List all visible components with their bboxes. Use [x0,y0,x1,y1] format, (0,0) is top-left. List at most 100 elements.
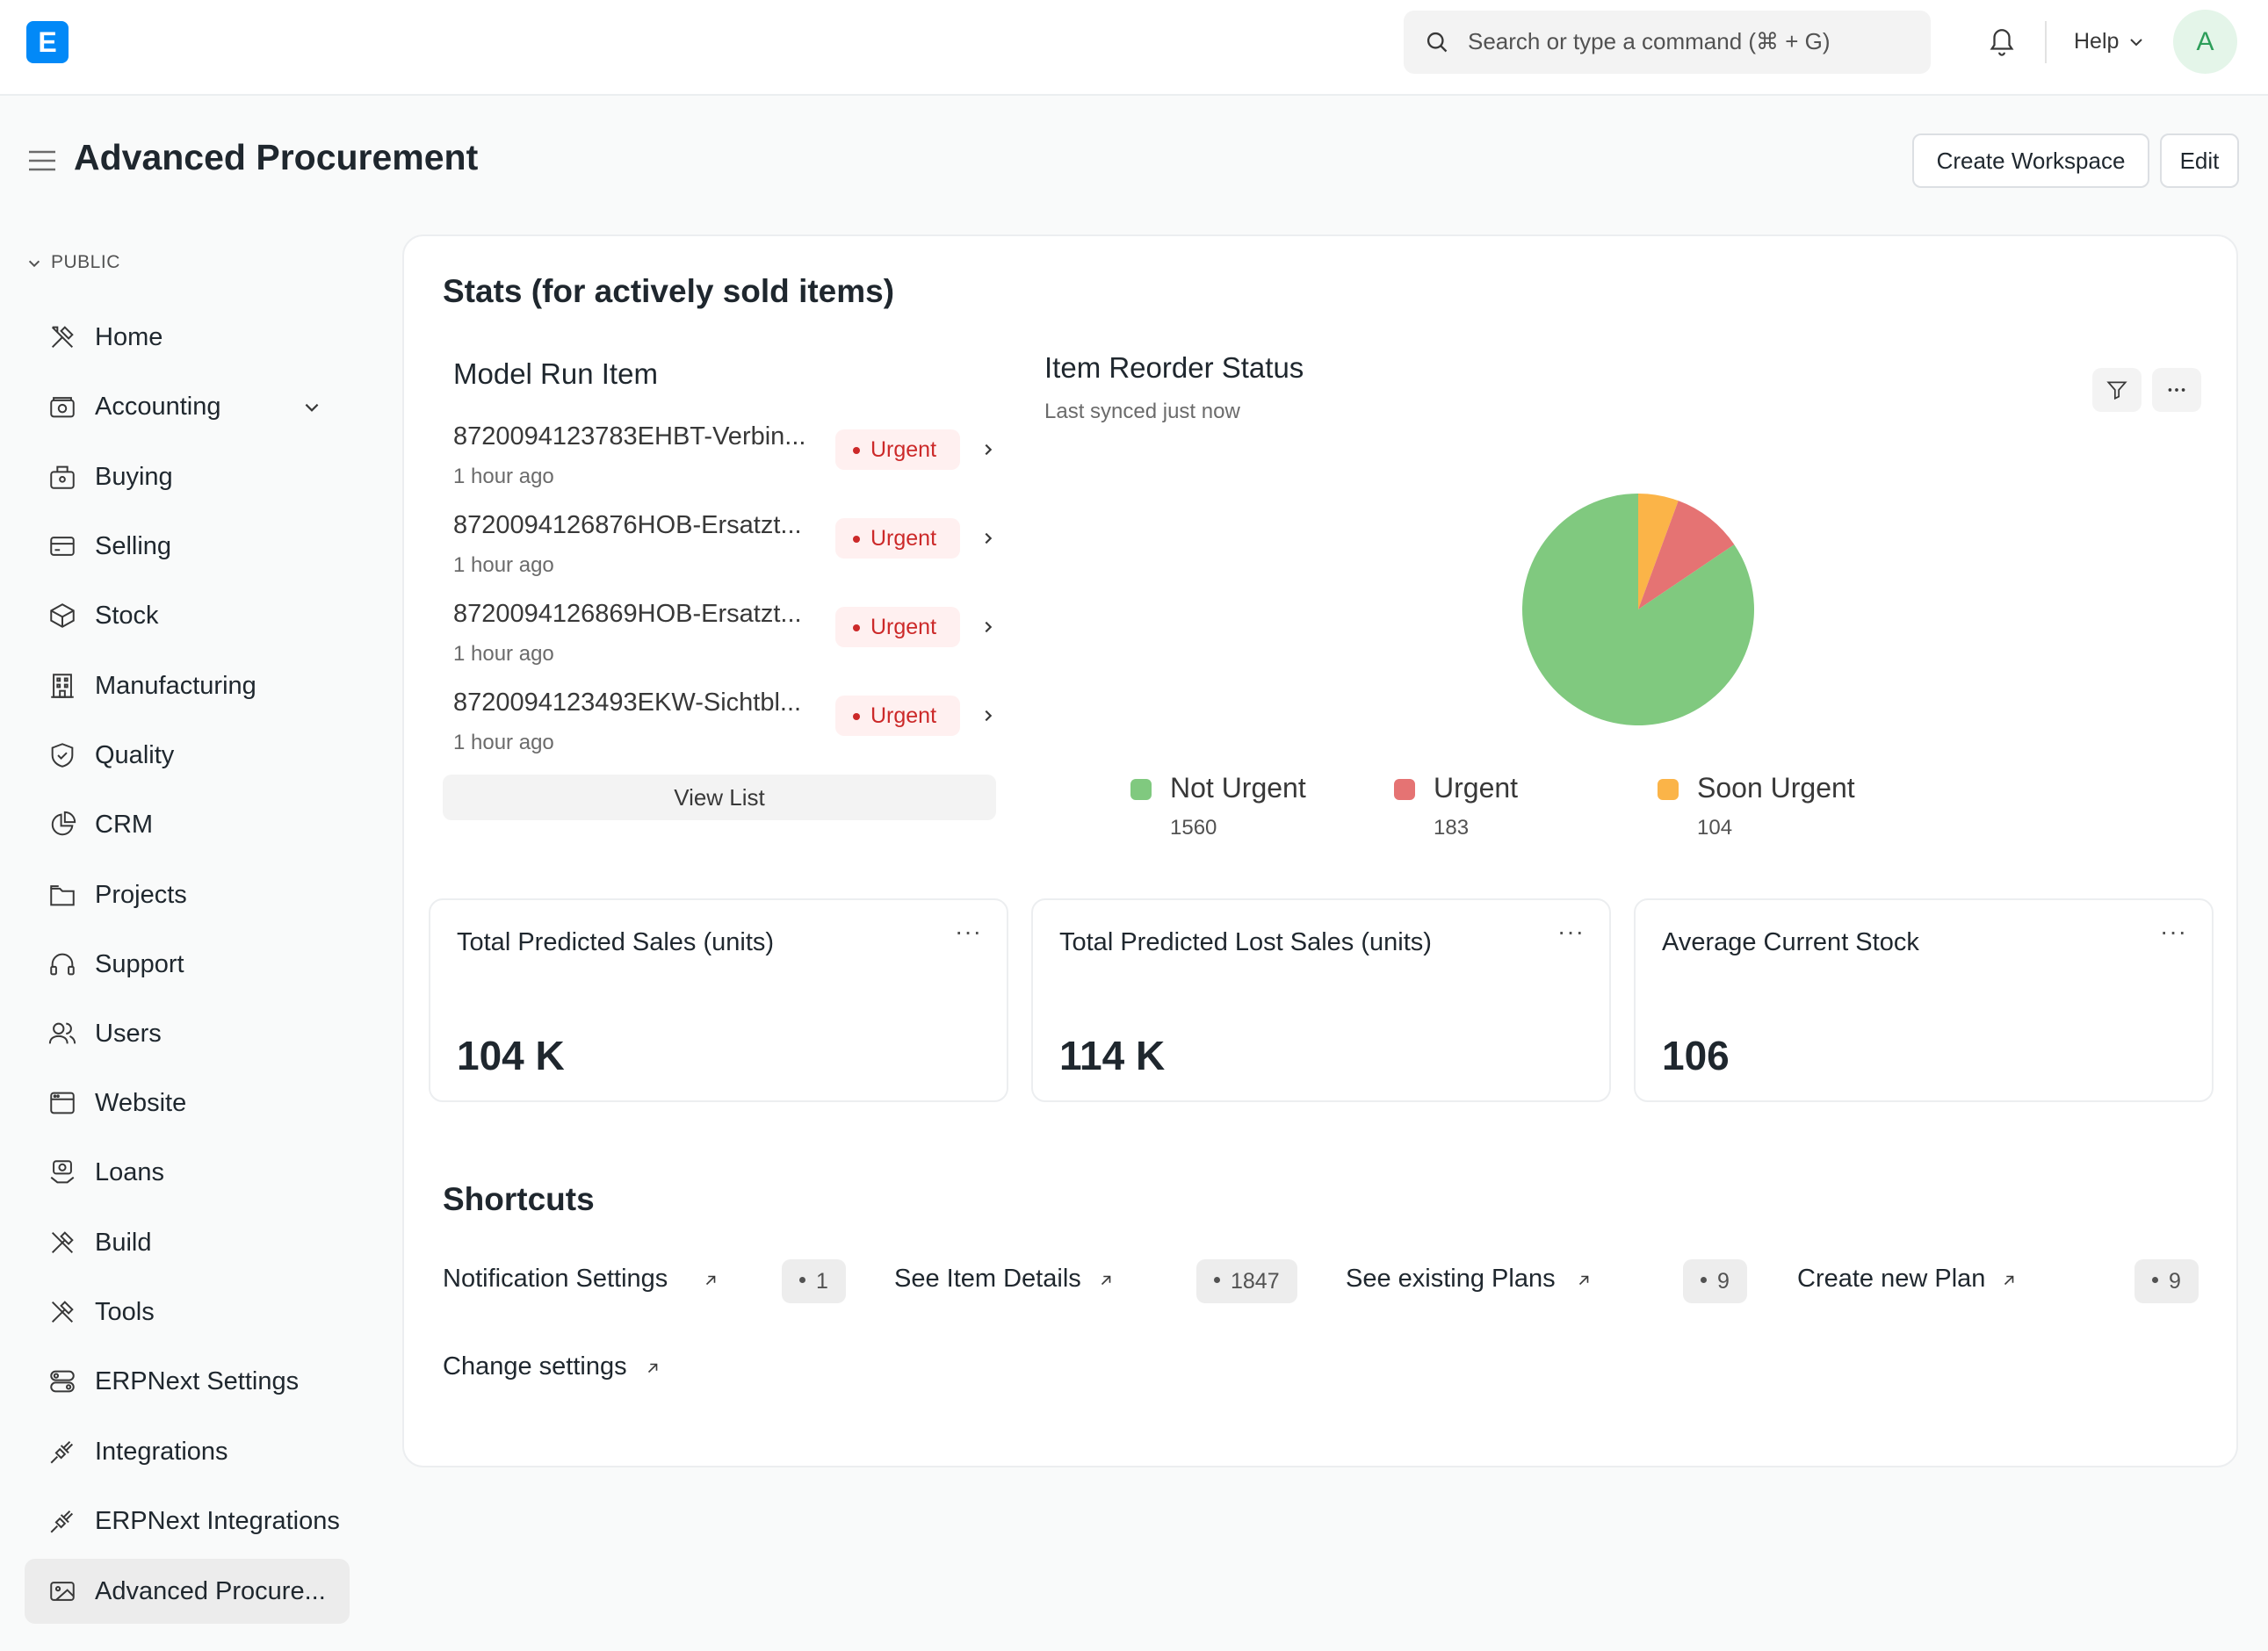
shortcuts-title: Shortcuts [443,1181,595,1217]
pie-slice-urgent[interactable] [1638,501,1735,609]
chevron-down-icon [28,260,40,268]
sidebar-item-selling[interactable]: Selling [25,514,350,579]
list-item[interactable]: 8720094126876HOB-Ersatzt... 1 hour ago U… [453,511,1015,592]
build-icon [51,1231,74,1254]
notification-bell-icon[interactable] [1987,25,2017,58]
number-card-value: 106 [1662,1033,1730,1078]
more-horizontal-icon [2168,388,2185,392]
shortcut-create-new-plan[interactable]: Create new Plan 9 [1797,1259,2201,1303]
sidebar-item-accounting[interactable]: Accounting [25,374,350,439]
shortcut-notification-settings[interactable]: Notification Settings 1 [443,1259,847,1303]
more-horizontal-icon[interactable]: ··· [1557,918,1585,945]
sidebar-item-projects[interactable]: Projects [25,862,350,927]
chevron-right-icon[interactable] [980,442,996,458]
number-card[interactable]: Total Predicted Lost Sales (units) ··· 1… [1031,898,1611,1102]
app-logo[interactable]: E [26,21,69,63]
view-list-button[interactable]: View List [443,775,996,820]
legend-value: 104 [1697,816,1733,840]
shortcut-count-badge: 9 [2134,1259,2199,1303]
arrow-up-right-icon [647,1363,658,1373]
tools-icon [51,326,74,349]
arrow-up-right-icon [1578,1275,1589,1286]
sidebar-item-manufacturing[interactable]: Manufacturing [25,653,350,718]
chart-title: Item Reorder Status [1044,351,1304,384]
integrations-icon [50,1510,74,1533]
accounting-icon [50,397,75,418]
sidebar-item-buying[interactable]: Buying [25,444,350,509]
user-avatar[interactable]: A [2173,10,2237,74]
status-badge: Urgent [835,518,960,559]
sidebar-item-advanced-procurement[interactable]: Advanced Procure... [25,1559,350,1624]
sidebar-item-stock[interactable]: Stock [25,583,350,648]
sidebar-item-erpnext-integrations[interactable]: ERPNext Integrations [25,1489,350,1554]
model-run-item-title[interactable]: Model Run Item [453,357,658,390]
sidebar-item-tools[interactable]: Tools [25,1280,350,1345]
number-card-title: Total Predicted Lost Sales (units) [1059,928,1432,956]
projects-icon [50,885,75,906]
arrow-up-right-icon [1101,1275,1111,1286]
shortcut-see-item-details[interactable]: See Item Details 1847 [894,1259,1298,1303]
sidebar-item-build[interactable]: Build [25,1210,350,1275]
chevron-right-icon[interactable] [980,619,996,635]
arrow-up-right-icon [705,1275,716,1286]
legend-swatch [1658,779,1679,800]
navbar-divider [2045,21,2047,63]
shortcut-count-badge: 1847 [1196,1259,1297,1303]
settings-icon [50,1370,75,1393]
sidebar-item-quality[interactable]: Quality [25,723,350,788]
shortcut-change-settings[interactable]: Change settings [443,1347,847,1391]
help-menu[interactable]: Help [2074,29,2120,54]
list-item[interactable]: 8720094126869HOB-Ersatzt... 1 hour ago U… [453,600,1015,681]
legend-label: Urgent [1434,772,1519,804]
pie-slice-soon-urgent[interactable] [1638,494,1679,609]
number-card[interactable]: Total Predicted Sales (units) ··· 104 K [429,898,1008,1102]
chevron-right-icon[interactable] [980,530,996,546]
sidebar-toggle-icon[interactable] [28,149,56,172]
legend-swatch [1130,779,1152,800]
manufacturing-icon [51,674,74,698]
chart-menu-button[interactable] [2152,368,2201,412]
tools-icon [51,1301,74,1323]
sidebar-item-support[interactable]: Support [25,932,350,997]
selling-icon [50,537,75,556]
sidebar-item-home[interactable]: Home [25,305,350,370]
pie-slice-not-urgent[interactable] [1522,494,1754,725]
search-bar[interactable]: Search or type a command (⌘ + G) [1404,11,1931,74]
status-badge: Urgent [835,429,960,470]
list-item[interactable]: 8720094123783EHBT-Verbin... 1 hour ago U… [453,422,1015,503]
create-workspace-button[interactable]: Create Workspace [1912,133,2149,188]
sidebar-item-website[interactable]: Website [25,1071,350,1136]
number-card[interactable]: Average Current Stock ··· 106 [1634,898,2214,1102]
page-title: Advanced Procurement [74,137,479,177]
users-icon [48,1022,76,1044]
status-badge: Urgent [835,696,960,736]
legend-value: 1560 [1170,816,1217,840]
sidebar-section-public[interactable]: PUBLIC [26,252,120,273]
edit-button[interactable]: Edit [2160,133,2239,188]
sidebar-item-users[interactable]: Users [25,1001,350,1066]
chevron-down-icon[interactable] [2127,33,2145,51]
more-horizontal-icon[interactable]: ··· [2160,918,2187,945]
sidebar-item-crm[interactable]: CRM [25,792,350,857]
list-item[interactable]: 8720094123493EKW-Sichtbl... 1 hour ago U… [453,689,1015,769]
search-placeholder: Search or type a command (⌘ + G) [1468,28,1831,54]
chevron-down-icon[interactable] [302,398,321,417]
sidebar-item-integrations[interactable]: Integrations [25,1419,350,1484]
support-icon [50,953,75,976]
chart-filter-button[interactable] [2092,368,2142,412]
status-badge: Urgent [835,607,960,647]
sidebar-item-loans[interactable]: Loans [25,1140,350,1205]
legend-label: Not Urgent [1170,772,1306,804]
chevron-right-icon[interactable] [980,708,996,724]
shortcut-count-badge: 9 [1683,1259,1747,1303]
quality-icon [51,743,74,768]
number-card-title: Total Predicted Sales (units) [457,928,775,956]
number-card-value: 104 K [457,1033,565,1078]
image-icon [50,1582,75,1601]
loans-icon [50,1160,75,1184]
stats-section-title: Stats (for actively sold items) [443,273,895,309]
more-horizontal-icon[interactable]: ··· [955,918,982,945]
shortcut-see-existing-plans[interactable]: See existing Plans 9 [1346,1259,1750,1303]
sidebar-item-erpnext-settings[interactable]: ERPNext Settings [25,1349,350,1414]
workspace-card: Stats (for actively sold items) Model Ru… [402,234,2238,1467]
